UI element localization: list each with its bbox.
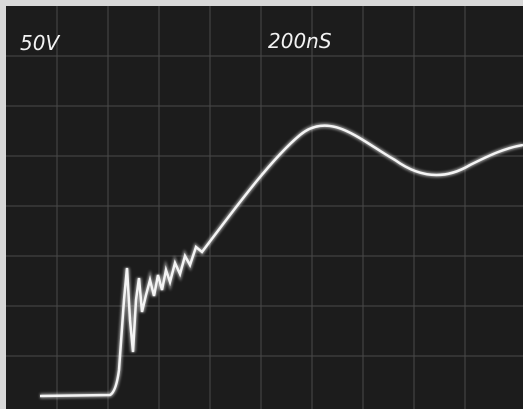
graticule: [6, 6, 523, 409]
time-per-div: 200nS: [268, 29, 332, 53]
screen: [6, 6, 523, 409]
volts-per-div: 50V: [20, 31, 60, 55]
trace: [39, 124, 523, 398]
